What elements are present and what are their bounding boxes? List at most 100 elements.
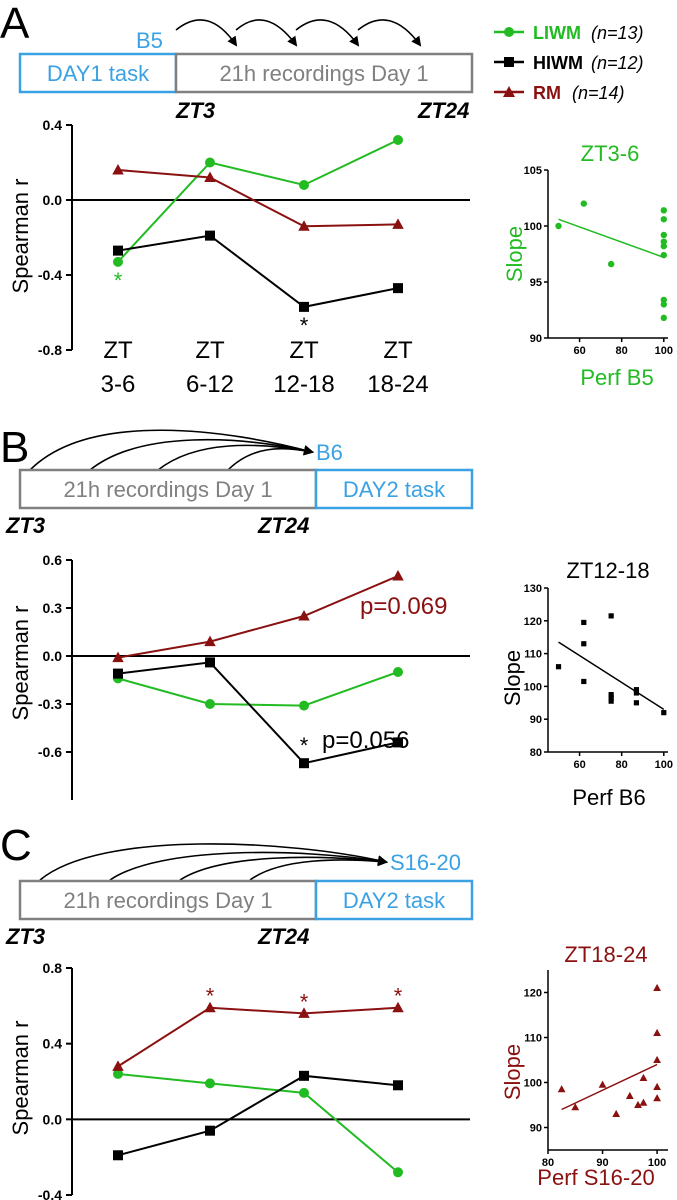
inset-y-tick-label: 130 xyxy=(524,583,542,595)
inset-point xyxy=(660,314,667,322)
inset-point xyxy=(633,690,640,696)
legend-name-liwm: LIWM xyxy=(533,23,581,43)
point-rm xyxy=(298,220,310,231)
point-rm xyxy=(204,635,216,647)
panel-b-arrow-target: B6 xyxy=(316,440,343,465)
series-line-rm xyxy=(117,169,399,228)
inset-x-tick-label: 60 xyxy=(573,759,585,771)
y-tick-label: -0.3 xyxy=(38,696,62,712)
panel-b-header: B B6 21h recordings Day 1 DAY2 task ZT3 … xyxy=(0,423,474,538)
point-liwm xyxy=(393,135,403,145)
panel-c-inset-ylabel: Slope xyxy=(500,1044,525,1100)
panel-c-letter: C xyxy=(0,821,32,870)
panel-a-cat-3-line2: 12-18 xyxy=(273,371,334,398)
y-tick-label: 0.4 xyxy=(43,1036,63,1052)
series-line-rm xyxy=(117,575,399,659)
y-tick-label: 0.3 xyxy=(43,600,63,616)
panel-b-chart: Spearman r 0.6 0.3 0.0 -0.3 -0.6 * p=0.069 p=… xyxy=(8,552,470,800)
panel-c-inset: ZT18-24 Slope Perf S16-20 120 110 100 90 80 9… xyxy=(500,942,668,1190)
point-liwm xyxy=(113,1068,123,1079)
point-liwm xyxy=(393,667,403,677)
point-rm xyxy=(392,218,404,229)
significance-star: * xyxy=(206,984,215,1009)
inset-point xyxy=(660,216,667,223)
panel-a-inset-ylabel: Slope xyxy=(502,226,527,282)
inset-x-tick-label: 100 xyxy=(655,345,673,357)
point-rm xyxy=(204,1001,216,1013)
y-tick-label: 0.6 xyxy=(43,552,63,568)
panel-a-letter: A xyxy=(0,0,30,48)
inset-point xyxy=(661,710,667,716)
panel-a-cat-2-line2: 6-12 xyxy=(186,371,234,398)
inset-point xyxy=(625,1091,634,1100)
inset-point xyxy=(608,692,614,698)
y-tick-label: -0.4 xyxy=(38,1187,62,1200)
inset-x-tick-label: 90 xyxy=(596,1157,608,1169)
inset-point xyxy=(639,1098,648,1106)
panel-c-inset-plot: 120 110 100 90 80 90 100 xyxy=(524,970,668,1169)
panel-c-box-recordings-label: 21h recordings Day 1 xyxy=(63,888,272,913)
inset-y-tick-label: 90 xyxy=(530,1123,542,1135)
point-rm xyxy=(298,610,310,621)
panel-c-ylabel: Spearman r xyxy=(8,1021,33,1136)
panel-a-box-day1-task-label: DAY1 task xyxy=(47,61,150,86)
panel-c-plot: 0.8 0.4 0.0 -0.4 * * * xyxy=(38,960,470,1200)
panel-b-zt-start: ZT3 xyxy=(5,513,45,538)
inset-y-tick-label: 100 xyxy=(524,1078,542,1090)
panel-a-inset: ZT3-6 Slope Perf B5 105 100 95 90 60 80 100 xyxy=(502,141,673,390)
inset-y-tick-label: 100 xyxy=(524,221,542,233)
panel-a-inset-title: ZT3-6 xyxy=(581,141,640,166)
panel-a-inset-plot: 105 100 95 90 60 80 100 xyxy=(524,165,673,357)
legend: LIWM (n=13) HIWM (n=12) RM (n=14) xyxy=(494,23,644,103)
panel-a-arrow-1 xyxy=(175,19,238,47)
series-line-hiwm xyxy=(117,661,399,765)
point-liwm xyxy=(393,1167,403,1178)
panel-c-header: C S16-20 21h recordings Day 1 DAY2 task … xyxy=(0,821,474,949)
panel-b-inset-plot: 130 120 110 100 90 80 60 80 100 xyxy=(524,583,673,771)
inset-point xyxy=(608,698,614,704)
inset-point xyxy=(634,1100,642,1109)
inset-point xyxy=(639,1073,648,1082)
inset-fit-line xyxy=(561,1063,658,1111)
legend-item-liwm: LIWM (n=13) xyxy=(494,23,644,43)
point-liwm xyxy=(205,1078,215,1089)
inset-y-tick-label: 120 xyxy=(524,616,542,628)
significance-star: * xyxy=(300,313,309,338)
panel-a-chart: Spearman r 0.4 0.0 -0.4 -0.8 * * ZT 3-6 ZT 6-… xyxy=(8,117,470,398)
panel-b-inset-xlabel: Perf B6 xyxy=(572,785,645,810)
panel-c-box-day2-task-label: DAY2 task xyxy=(343,888,446,913)
inset-point xyxy=(581,641,587,647)
panel-a-arrow-3 xyxy=(295,19,360,47)
panel-b-box-recordings-label: 21h recordings Day 1 xyxy=(63,477,272,502)
inset-point xyxy=(660,251,667,259)
inset-point xyxy=(653,983,662,992)
panel-c-arrow-1 xyxy=(39,843,388,881)
panel-c-arrow-2 xyxy=(109,851,388,881)
inset-point xyxy=(660,238,667,245)
panel-a-cat-4-line2: 18-24 xyxy=(367,371,428,398)
panel-b-box-day2-task xyxy=(314,468,474,510)
panel-a-arrow-4 xyxy=(357,19,422,47)
inset-point xyxy=(598,1080,607,1088)
panel-b-letter: B xyxy=(0,423,29,472)
inset-point xyxy=(557,1085,566,1093)
point-hiwm xyxy=(113,1150,123,1161)
panel-b-annotation-hiwm: p=0.056 xyxy=(322,727,409,754)
inset-point xyxy=(653,1082,662,1091)
panel-c-chart: Spearman r 0.8 0.4 0.0 -0.4 * * * xyxy=(8,960,470,1200)
inset-y-tick-label: 90 xyxy=(530,333,542,345)
inset-y-tick-label: 110 xyxy=(524,649,542,661)
panel-b-zt-end: ZT24 xyxy=(257,513,309,538)
inset-y-tick-label: 80 xyxy=(530,747,542,759)
inset-point xyxy=(555,664,562,670)
panel-b-box-day2-task-label: DAY2 task xyxy=(343,477,446,502)
inset-y-tick-label: 90 xyxy=(530,714,542,726)
point-rm xyxy=(392,1001,404,1013)
legend-item-rm: RM (n=14) xyxy=(494,83,625,103)
panel-b-arrow-4 xyxy=(227,445,314,471)
inset-point xyxy=(608,613,614,619)
inset-y-tick-label: 120 xyxy=(524,988,542,1000)
point-rm xyxy=(298,1007,310,1018)
inset-fit-line xyxy=(558,218,665,259)
